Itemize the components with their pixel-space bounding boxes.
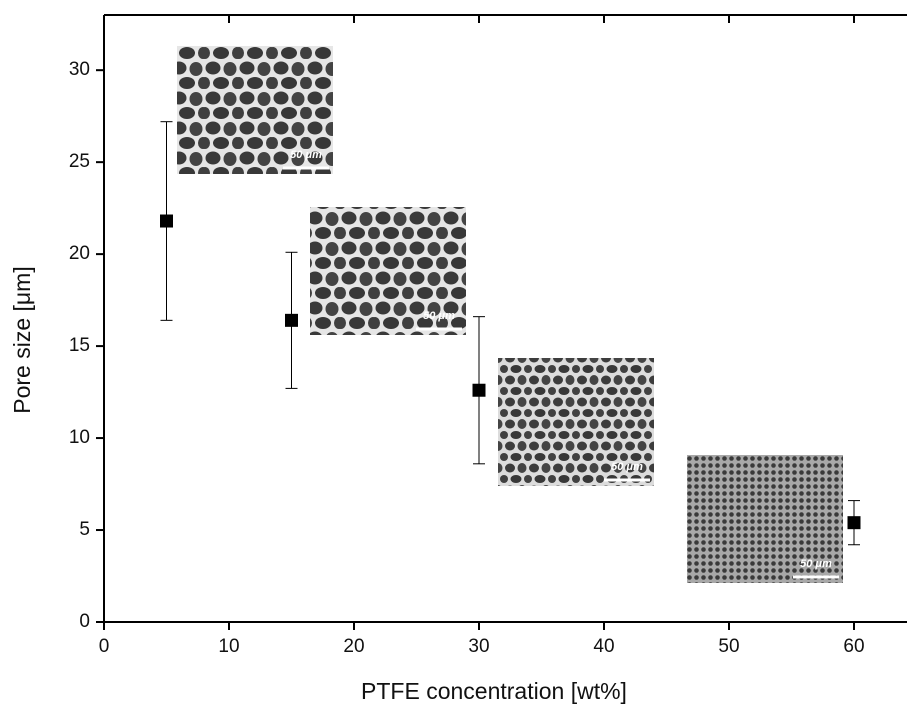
point — [847, 516, 861, 530]
point — [285, 313, 298, 327]
y-tick-label: 10 — [69, 427, 90, 448]
x-tick-label: 20 — [343, 636, 364, 657]
x-tick-label: 60 — [843, 636, 864, 657]
inset-label: 50 μm — [800, 558, 832, 570]
y-tick-label: 0 — [79, 611, 90, 632]
point — [472, 383, 486, 397]
point — [160, 214, 173, 228]
x-tick-label: 40 — [593, 636, 614, 657]
inset-label: 50 μm — [290, 149, 322, 161]
x-tick-label: 50 — [718, 636, 739, 657]
inset-label: 50 μm — [611, 461, 643, 473]
y-tick-label: 30 — [69, 59, 90, 80]
x-tick-label: 30 — [468, 636, 489, 657]
x-tick-label: 10 — [218, 636, 239, 657]
inset-image — [177, 46, 333, 174]
y-tick-label: 5 — [79, 519, 90, 540]
x-axis-label: PTFE concentration [wt%] — [361, 678, 627, 704]
insets: 50 μm 50 μm 50 μm 50 μm — [177, 46, 843, 583]
inset-image — [310, 207, 466, 335]
x-tick-label: 0 — [99, 636, 110, 657]
inset-label: 50 μm — [423, 310, 455, 322]
y-tick-label: 20 — [69, 243, 90, 264]
inset-image — [498, 358, 654, 486]
y-tick-label: 15 — [69, 335, 90, 356]
inset-image — [687, 455, 843, 583]
y-axis-label: Pore size [μm] — [9, 266, 35, 413]
y-tick-label: 25 — [69, 151, 90, 172]
